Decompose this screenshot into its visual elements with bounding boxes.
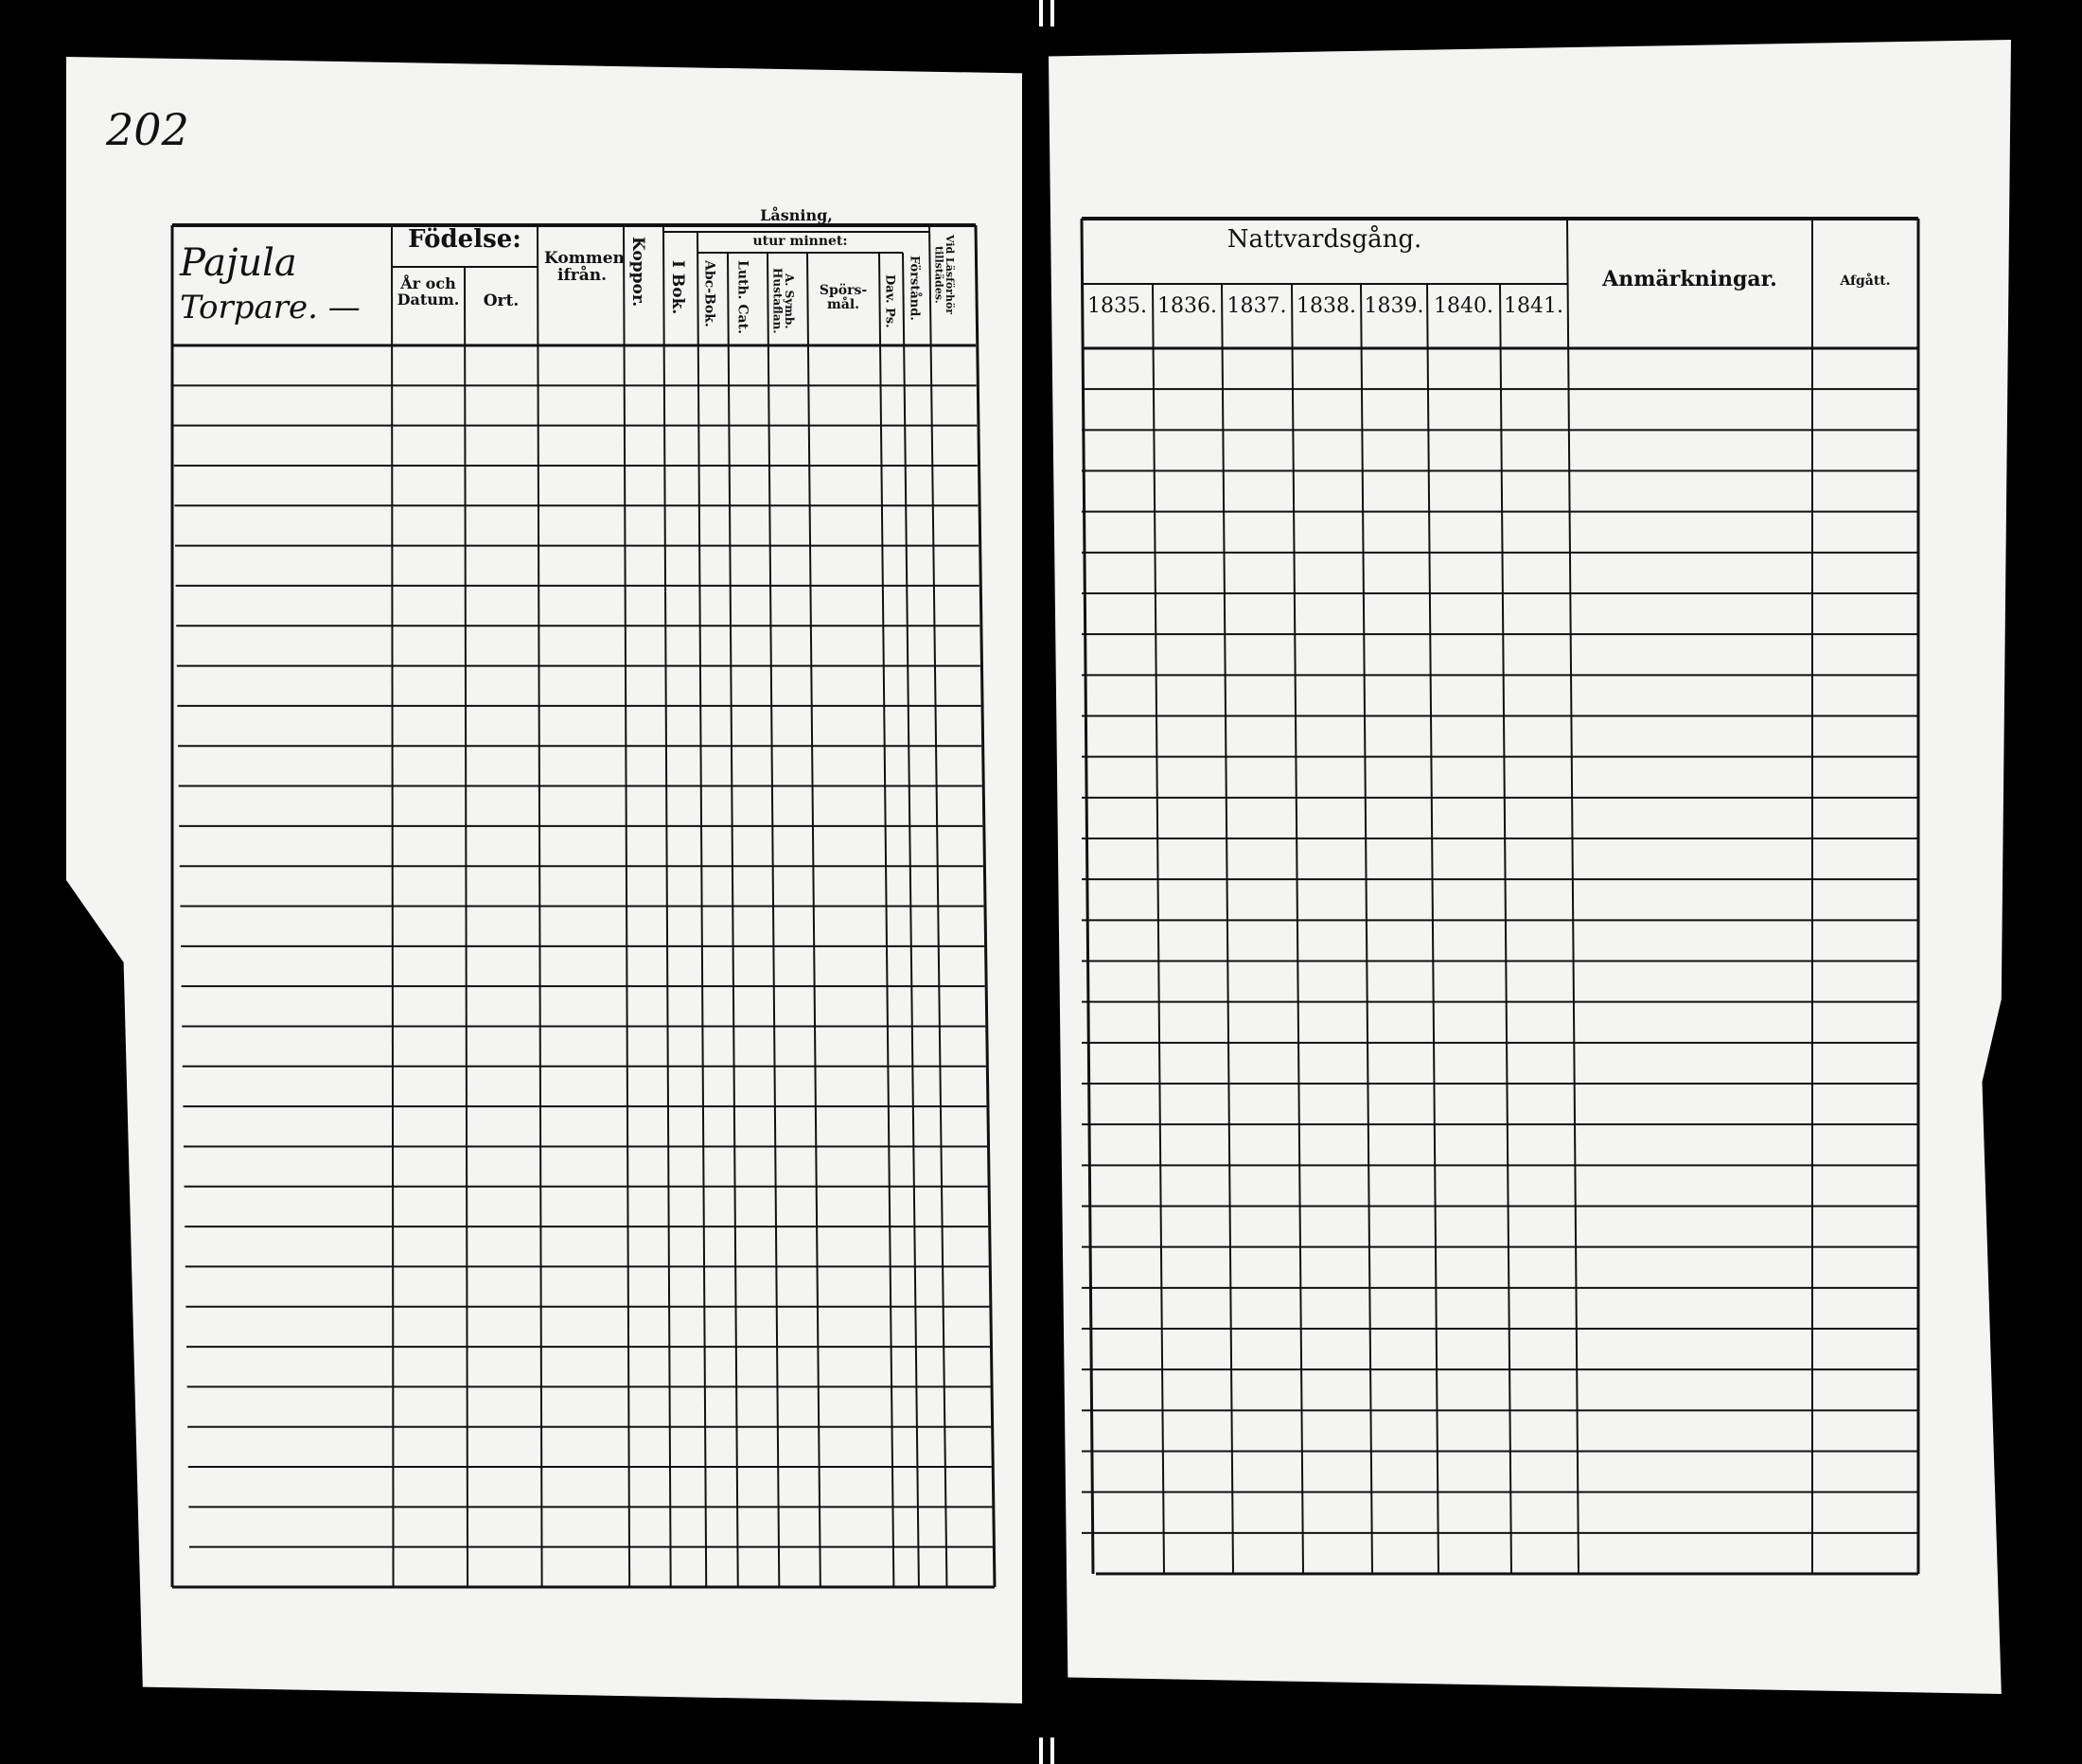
column-rule: [1080, 218, 1095, 1575]
column-rule: [1499, 283, 1512, 1575]
left-page: [66, 57, 1022, 1703]
header-forstand: Förstånd.: [907, 256, 922, 321]
header-abc-bok: Abc-Bok.: [701, 260, 717, 327]
column-rule: [1360, 283, 1373, 1575]
handwritten-name: Pajula: [180, 241, 297, 285]
column-rule: [878, 252, 895, 1588]
column-rule: [1291, 283, 1304, 1575]
header-koppor: Koppor.: [627, 237, 647, 308]
header-lasning: Låsning,: [760, 206, 833, 224]
column-rule: [697, 231, 708, 1588]
column-rule: [464, 266, 469, 1588]
header-fodelse: Födelse:: [408, 225, 521, 254]
header-luth-cat: Luth. Cat.: [734, 260, 750, 334]
header-year: 1836.: [1157, 294, 1217, 318]
header-anmarkningar: Anmärkningar.: [1602, 267, 1777, 291]
column-rule: [1566, 218, 1579, 1575]
header-sporsmal: Spörs-mål.: [819, 283, 868, 312]
header-nattvardsgang: Nattvardsgång.: [1226, 225, 1422, 254]
binding-mark: [1039, 1738, 1043, 1764]
handwritten-occupation: Torpare. —: [180, 289, 361, 326]
header-year: 1835.: [1087, 294, 1147, 318]
header-i-bok: I Bok.: [667, 260, 687, 315]
right-page: [1049, 40, 2011, 1694]
column-rule: [902, 252, 920, 1588]
header-ar-och-datum: År och Datum.: [397, 274, 460, 309]
header-year: 1837.: [1226, 294, 1287, 318]
header-afgatt: Afgått.: [1840, 273, 1891, 289]
column-rule: [767, 252, 781, 1588]
header-utur-minnet: utur minnet:: [752, 234, 848, 249]
header-vid-lasforhor: Vid Läsförhör tillstädes.: [932, 234, 957, 315]
header-year: 1839.: [1364, 294, 1424, 318]
header-ort: Ort.: [483, 291, 520, 310]
page-number: 202: [106, 104, 189, 155]
header-dav-ps: Dav. Ps.: [882, 274, 897, 328]
header-year: 1841.: [1504, 294, 1563, 318]
header-kommen-ifran: Kommen ifrån.: [544, 249, 625, 285]
binding-mark: [1039, 0, 1043, 26]
column-rule: [1426, 283, 1439, 1575]
header-year: 1838.: [1297, 294, 1356, 318]
column-rule: [1221, 283, 1234, 1575]
header-year: 1840.: [1434, 294, 1493, 318]
binding-mark: [1050, 0, 1054, 26]
column-rule: [974, 224, 997, 1588]
binding-mark: [1050, 1738, 1054, 1764]
header-a-symb: A. Symb. Hustaflan.: [770, 268, 797, 334]
column-rule: [727, 252, 739, 1588]
column-rule: [1152, 283, 1165, 1575]
column-rule: [806, 252, 821, 1588]
